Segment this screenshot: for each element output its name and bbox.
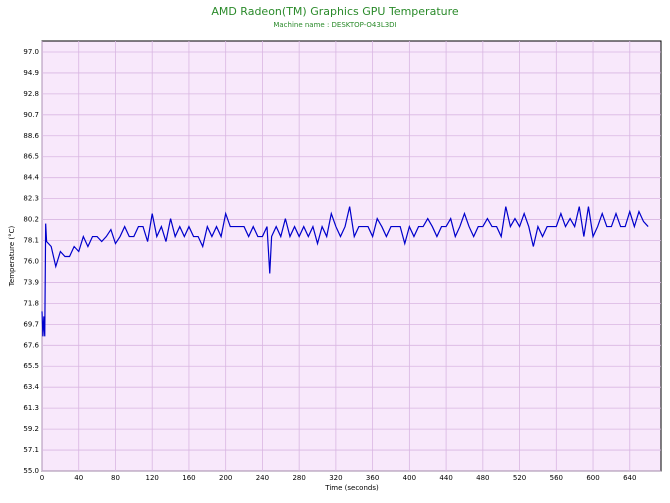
- y-tick-label: 69.7: [23, 320, 39, 328]
- plot-area: [41, 40, 662, 472]
- y-tick-label: 63.4: [23, 383, 39, 391]
- y-tick-label: 82.3: [23, 195, 39, 203]
- x-tick-label: 240: [256, 474, 269, 482]
- x-tick-label: 80: [111, 474, 120, 482]
- chart-title: AMD Radeon(TM) Graphics GPU Temperature: [211, 5, 459, 18]
- y-tick-label: 94.9: [23, 69, 39, 77]
- y-tick-label: 67.6: [23, 341, 39, 349]
- y-tick-label: 57.1: [23, 446, 39, 454]
- y-tick-label: 65.5: [23, 362, 39, 370]
- y-tick-label: 92.8: [23, 90, 39, 98]
- y-tick-label: 86.5: [23, 153, 39, 161]
- y-tick-label: 61.3: [23, 404, 39, 412]
- y-tick-label: 59.2: [23, 425, 39, 433]
- x-tick-label: 320: [329, 474, 342, 482]
- y-tick-label: 80.2: [23, 216, 39, 224]
- y-tick-label: 88.6: [23, 132, 39, 140]
- y-tick-label: 76.0: [23, 257, 39, 265]
- y-tick-label: 84.4: [23, 174, 39, 182]
- x-tick-label: 0: [40, 474, 44, 482]
- x-axis-label: Time (seconds): [324, 484, 379, 492]
- x-tick-label: 360: [366, 474, 379, 482]
- y-tick-label: 90.7: [23, 111, 39, 119]
- x-tick-label: 560: [550, 474, 563, 482]
- y-tick-label: 78.1: [23, 237, 39, 245]
- x-tick-label: 120: [146, 474, 159, 482]
- y-tick-label: 73.9: [23, 278, 39, 286]
- y-axis-label: Temperature (°C): [8, 226, 16, 288]
- y-tick-label: 55.0: [23, 467, 39, 475]
- x-tick-label: 640: [623, 474, 636, 482]
- x-tick-label: 40: [74, 474, 83, 482]
- y-tick-label: 97.0: [23, 48, 39, 56]
- x-tick-label: 200: [219, 474, 232, 482]
- x-tick-label: 520: [513, 474, 526, 482]
- chart-subtitle: Machine name : DESKTOP-O43L3DI: [273, 21, 396, 29]
- x-tick-label: 280: [292, 474, 305, 482]
- data-line: [41, 206, 649, 337]
- x-tick-label: 160: [182, 474, 195, 482]
- x-tick-label: 400: [403, 474, 416, 482]
- y-tick-label: 71.8: [23, 299, 39, 307]
- x-tick-label: 440: [439, 474, 452, 482]
- x-tick-label: 480: [476, 474, 489, 482]
- x-tick-label: 600: [586, 474, 599, 482]
